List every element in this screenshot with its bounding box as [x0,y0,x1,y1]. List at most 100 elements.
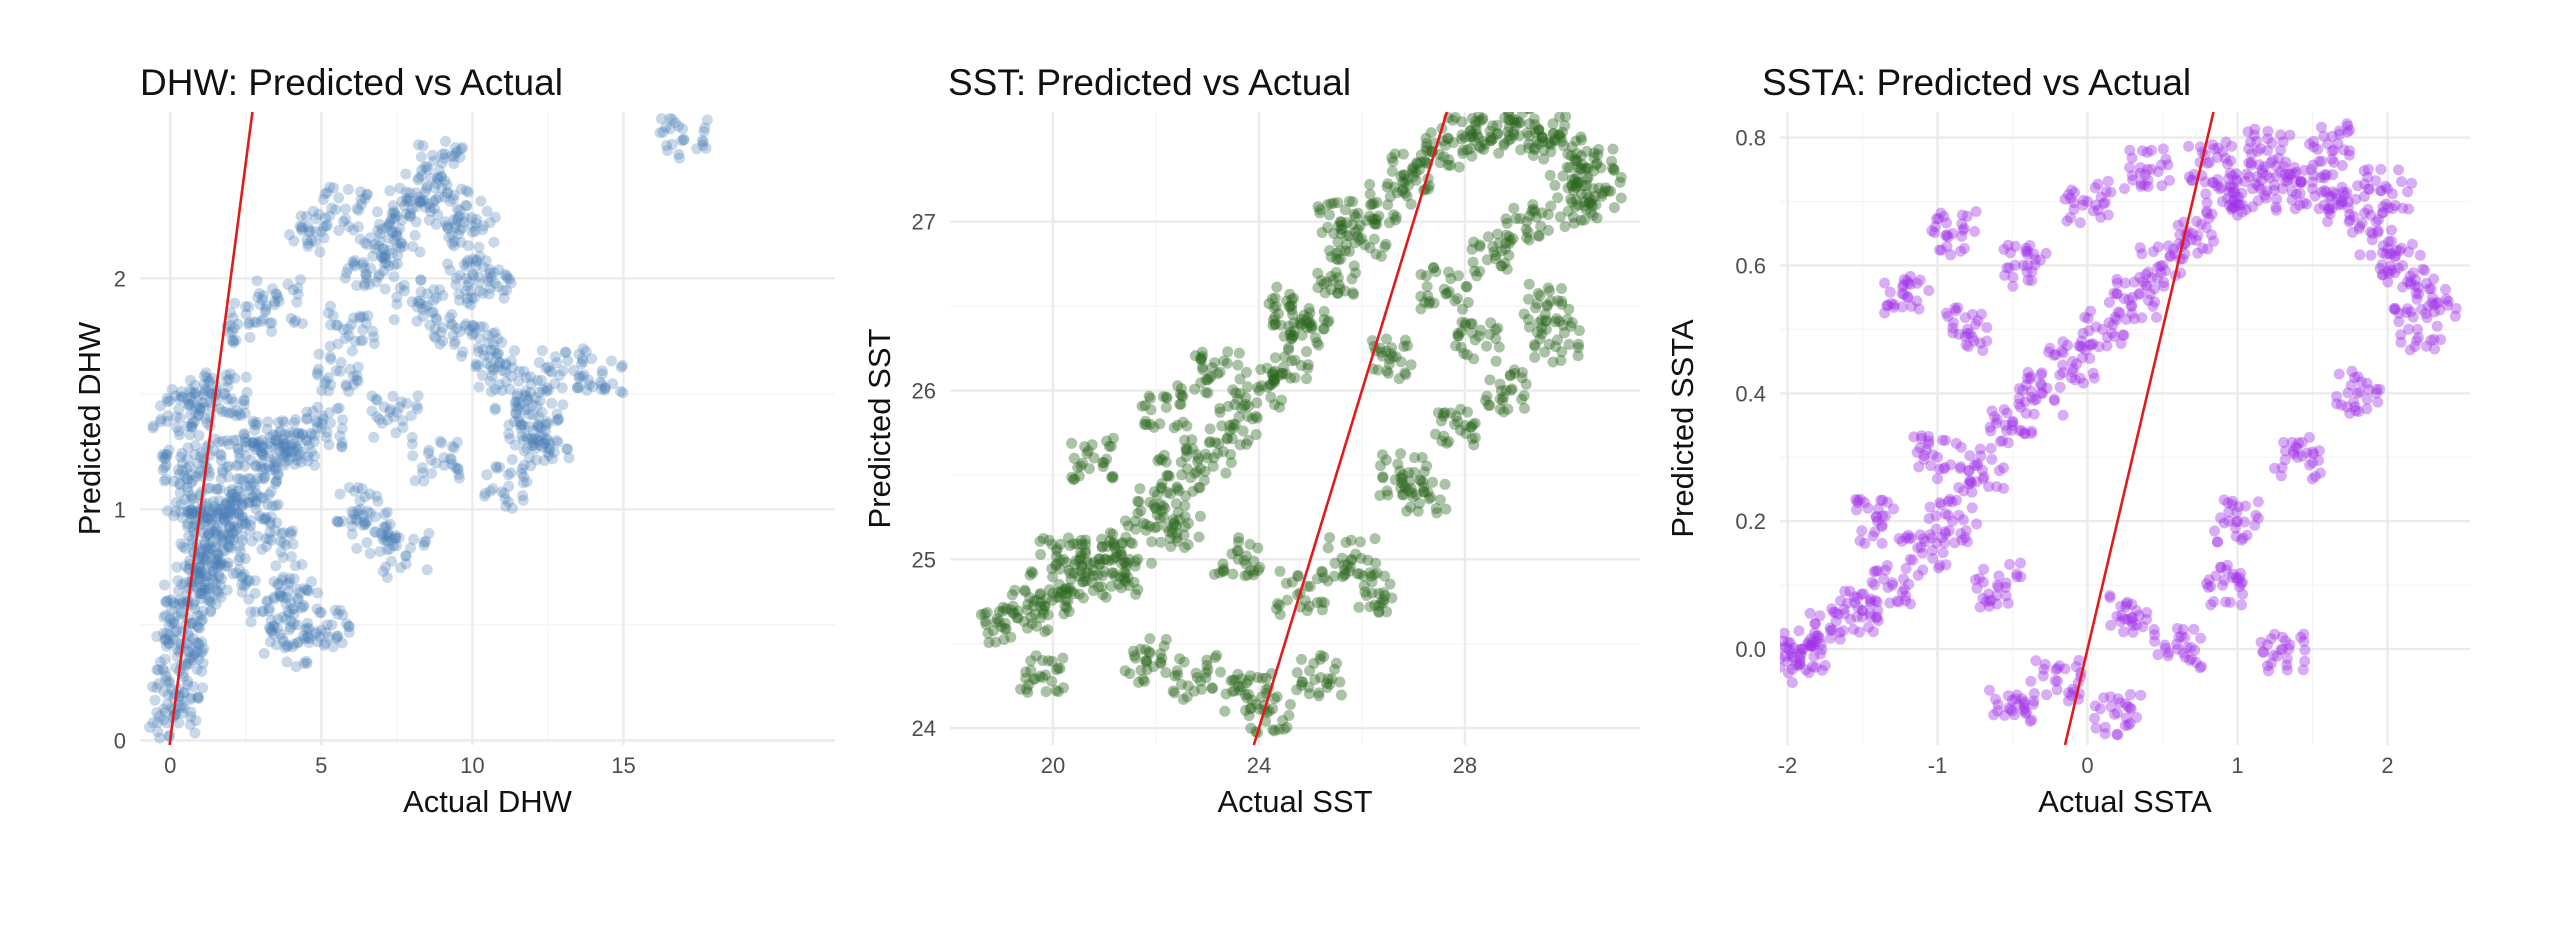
point-marker [244,331,256,343]
point-marker [174,594,186,606]
data-point [1465,113,1520,159]
point-marker [215,450,227,461]
point-marker [483,275,494,287]
point-marker [1157,391,1169,403]
point-marker [2162,650,2174,662]
point-marker [1396,185,1408,197]
point-marker [392,249,404,261]
point-marker [1545,139,1557,151]
x-tick-label: 5 [315,753,327,778]
point-marker [151,631,163,642]
point-marker [1572,350,1584,362]
point-marker [174,393,186,405]
point-marker [1256,380,1268,392]
point-marker [2252,145,2264,157]
point-marker [331,403,343,415]
point-marker [1237,425,1249,437]
point-marker [1119,515,1131,527]
point-marker [1075,547,1087,559]
point-marker [317,413,329,425]
point-marker [448,442,460,454]
point-marker [196,584,208,596]
point-marker [1283,320,1295,332]
point-marker [1182,539,1194,551]
data-point [1450,316,1505,367]
point-marker [243,317,255,328]
point-marker [196,588,208,600]
point-marker [1318,572,1330,584]
point-marker [553,413,565,425]
point-marker [1061,588,1073,599]
point-marker [267,283,278,295]
point-marker [302,630,314,642]
point-marker [264,317,276,329]
point-marker [234,453,246,464]
point-marker [218,513,230,525]
point-marker [1268,375,1280,387]
point-marker [1028,673,1039,685]
point-marker [194,622,205,634]
point-marker [481,205,493,217]
point-marker [1481,390,1493,402]
point-marker [415,286,427,298]
point-marker [327,310,339,322]
point-marker [193,553,204,565]
data-point [1940,302,1993,356]
point-marker [1160,667,1172,679]
point-marker [1434,157,1446,169]
point-marker [236,510,248,522]
point-marker [1325,284,1337,296]
point-marker [494,461,505,473]
point-marker [259,463,271,474]
point-marker [1086,439,1098,451]
point-marker [361,272,373,284]
point-marker [1765,642,1776,653]
point-marker [1225,457,1237,469]
point-marker [475,195,487,207]
point-marker [1233,347,1245,359]
data-point [1529,313,1585,368]
point-marker [1523,130,1535,142]
point-marker [237,571,249,583]
point-marker [1269,292,1281,304]
point-marker [1418,486,1430,498]
point-marker [435,327,447,339]
point-marker [430,332,441,344]
point-marker [396,237,408,249]
point-marker [1839,608,1851,620]
point-marker [185,493,197,505]
point-marker [298,599,310,611]
point-marker [152,726,164,738]
point-marker [1364,179,1376,190]
point-marker [521,394,533,406]
point-marker [286,441,298,452]
point-marker [309,450,321,462]
point-marker [325,300,336,312]
point-marker [411,315,423,327]
point-marker [1608,164,1620,176]
point-marker [1096,533,1108,545]
point-marker [170,497,182,508]
point-marker [1286,576,1298,588]
point-marker [264,527,276,538]
point-marker [406,203,418,215]
point-marker [233,459,245,470]
point-marker [1156,482,1168,494]
point-marker [999,623,1011,635]
point-marker [1274,565,1286,577]
point-marker [2297,664,2309,676]
point-marker [285,597,297,609]
point-marker [1380,454,1392,466]
point-marker [1098,457,1110,468]
point-marker [1547,128,1559,140]
point-marker [231,434,243,446]
point-marker [1079,545,1091,557]
point-marker [1283,344,1294,356]
point-marker [1438,151,1450,163]
point-marker [2074,372,2086,384]
point-marker [2361,393,2373,405]
point-marker [1135,643,1147,655]
point-marker [1545,146,1557,158]
point-marker [1042,624,1054,636]
